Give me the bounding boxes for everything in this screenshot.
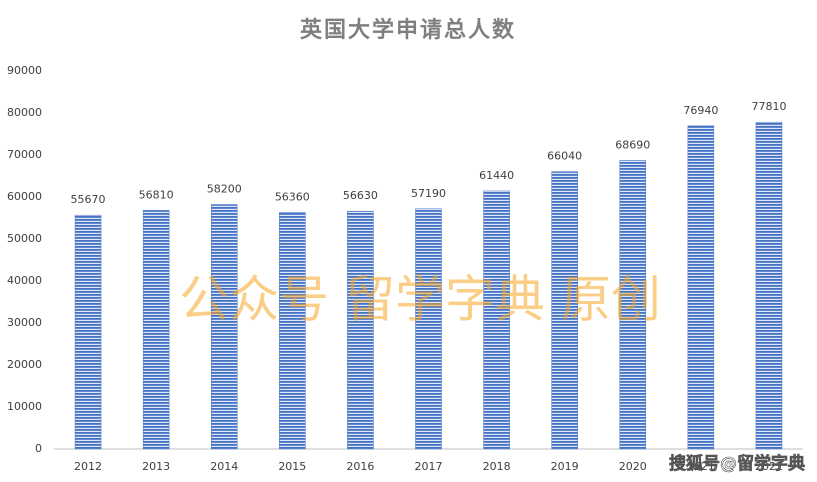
- x-tick-label: 2014: [210, 460, 238, 473]
- bar: [415, 208, 442, 450]
- y-tick-label: 30000: [7, 316, 42, 329]
- value-label: 66040: [547, 150, 582, 163]
- bar: [483, 190, 510, 450]
- y-tick-label: 70000: [7, 148, 42, 161]
- x-tick-label: 2019: [551, 460, 579, 473]
- y-tick-label: 90000: [7, 64, 42, 77]
- y-tick-label: 10000: [7, 400, 42, 413]
- watermark: 公众号 留学字典 原创: [179, 271, 661, 329]
- value-label: 77810: [751, 100, 786, 113]
- x-tick-label: 2016: [346, 460, 374, 473]
- x-tick-label: 2017: [415, 460, 443, 473]
- y-tick-label: 50000: [7, 232, 42, 245]
- y-tick-label: 60000: [7, 190, 42, 203]
- value-label: 56810: [139, 188, 174, 201]
- chart-title: 英国大学申请总人数: [300, 17, 516, 43]
- bar: [210, 204, 238, 450]
- y-tick-label: 80000: [7, 106, 42, 119]
- x-tick-label: 2015: [278, 460, 306, 473]
- bar: [279, 212, 306, 450]
- watermark: 搜狐号@留学字典: [669, 453, 805, 474]
- bar: [74, 214, 102, 450]
- bar: [551, 171, 578, 450]
- bar: [687, 125, 715, 450]
- x-tick-label: 2021: [687, 460, 715, 473]
- value-label: 56360: [275, 190, 310, 203]
- bar: [755, 121, 783, 450]
- value-label: 57190: [411, 187, 446, 200]
- x-tick-label: 2012: [74, 460, 102, 473]
- x-tick-label: 2022: [755, 460, 783, 473]
- x-tick-label: 2013: [142, 460, 170, 473]
- y-tick-label: 40000: [7, 274, 42, 287]
- value-label: 61440: [479, 169, 514, 182]
- y-tick-label: 0: [35, 442, 42, 455]
- value-label: 55670: [71, 193, 106, 206]
- value-label: 58200: [207, 183, 242, 196]
- x-tick-label: 2018: [483, 460, 511, 473]
- x-tick-label: 2020: [619, 460, 647, 473]
- value-label: 76940: [683, 104, 718, 117]
- y-tick-label: 20000: [7, 358, 42, 371]
- value-label: 56630: [343, 189, 378, 202]
- bar: [347, 210, 374, 450]
- value-label: 68690: [615, 139, 650, 152]
- bar: [619, 160, 647, 450]
- bar: [142, 210, 170, 450]
